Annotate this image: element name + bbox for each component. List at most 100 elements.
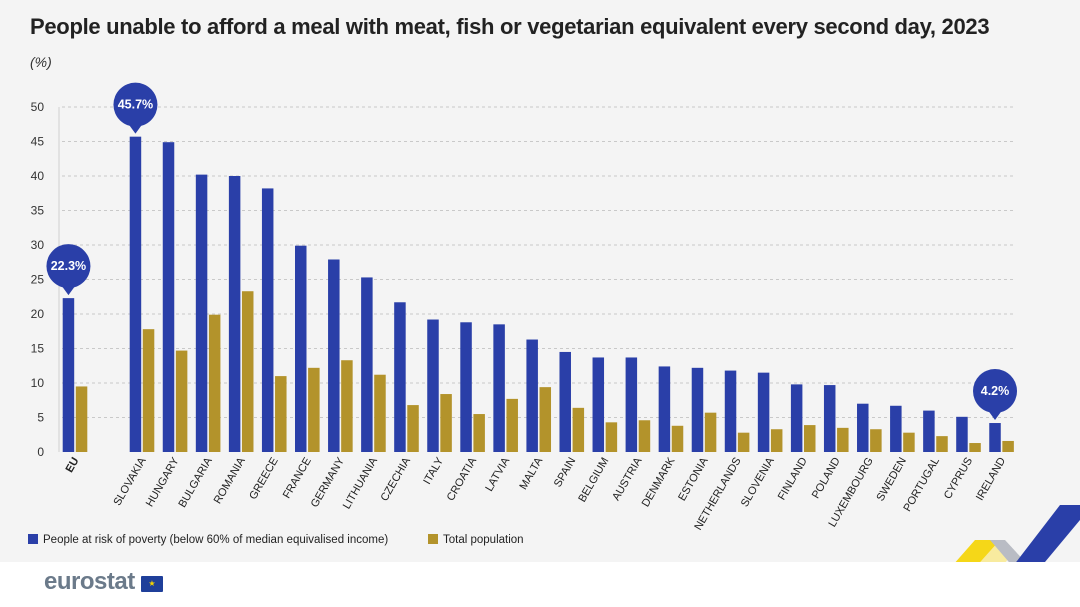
bar-poverty [724, 370, 737, 452]
legend-label: People at risk of poverty (below 60% of … [43, 534, 388, 546]
y-tick-label: 45 [31, 135, 45, 149]
bar-poverty [989, 423, 1001, 452]
bar-poverty [625, 357, 638, 452]
bar-poverty [493, 324, 505, 452]
callout-label: 22.3% [51, 259, 86, 273]
legend-swatch [428, 534, 438, 544]
bar-poverty [592, 357, 605, 452]
callout-label: 4.2% [981, 384, 1010, 398]
callouts: 22.3% 45.7% 4.2% [46, 82, 1018, 421]
bar-poverty [790, 384, 803, 452]
x-tick-label: EU [64, 455, 82, 474]
bar-total [142, 329, 155, 452]
y-tick-label: 25 [31, 273, 45, 287]
bar-total [308, 367, 320, 452]
legend: People at risk of poverty (below 60% of … [28, 534, 524, 546]
grid-lines [58, 106, 1015, 452]
x-tick-label: DENMARK [640, 455, 678, 509]
y-tick-label: 10 [31, 376, 45, 390]
bar-total [539, 387, 552, 452]
bar-poverty [62, 298, 75, 452]
x-tick-label: ITALY [421, 455, 446, 487]
bar-total [440, 394, 452, 452]
x-tick-label: GREECE [247, 456, 281, 502]
bar-total [75, 386, 88, 452]
bar-poverty [757, 372, 770, 452]
value-callout: 4.2% [973, 369, 1018, 421]
bar-total [969, 443, 981, 452]
bar-total [506, 398, 518, 452]
bar-total [341, 360, 353, 452]
x-tick-label: AUSTRIA [610, 455, 645, 503]
bar-total [903, 432, 915, 452]
x-tick-label: IRELAND [974, 455, 1008, 502]
y-axis-ticks: 0 5 10 15 20 25 30 35 40 45 50 [31, 100, 45, 459]
bar-poverty [162, 142, 175, 452]
bar-total [1002, 440, 1014, 452]
legend-swatch [28, 534, 38, 544]
y-tick-label: 0 [37, 445, 44, 459]
x-tick-label: SLOVENIA [739, 455, 777, 509]
x-tick-label: BELGIUM [576, 456, 611, 505]
x-tick-label: PORTUGAL [901, 456, 942, 514]
y-tick-label: 30 [31, 238, 45, 252]
x-tick-label: GERMANY [309, 455, 348, 510]
x-tick-label: SPAIN [552, 455, 579, 489]
legend-item: People at risk of poverty (below 60% of … [28, 534, 388, 546]
x-tick-label: MALTA [517, 455, 545, 492]
x-tick-label: LATVIA [483, 455, 512, 494]
bar-total [804, 425, 816, 452]
bar-total [275, 376, 287, 452]
bar-total [638, 420, 651, 452]
unit-label: (%) [30, 54, 52, 70]
eurostat-logo: eurostat [44, 568, 135, 595]
x-tick-label: SWEDEN [874, 455, 909, 503]
x-tick-label: FINLAND [776, 455, 810, 502]
bar-poverty [228, 176, 241, 452]
bar-poverty [261, 188, 274, 453]
x-tick-label: POLAND [810, 455, 843, 500]
x-tick-label: FRANCE [281, 456, 314, 501]
x-tick-label: BULGARIA [177, 455, 216, 510]
bar-total [605, 422, 618, 452]
bar-total [473, 414, 485, 452]
bar-total [704, 412, 717, 452]
bar-poverty [129, 136, 142, 453]
bar-total [407, 405, 419, 452]
y-tick-label: 50 [31, 100, 45, 114]
bar-poverty [890, 405, 902, 452]
bar-poverty [427, 319, 439, 452]
x-tick-label: ESTONIA [676, 455, 711, 503]
bar-total [870, 429, 882, 452]
x-tick-label: ROMANIA [212, 455, 248, 506]
x-tick-label: CYPRUS [942, 456, 975, 502]
bar-total [572, 407, 585, 452]
y-tick-label: 5 [37, 411, 44, 425]
callout-label: 45.7% [118, 98, 153, 112]
bar-poverty [691, 367, 704, 452]
bar-total [770, 429, 783, 452]
chart-title: People unable to afford a meal with meat… [30, 14, 990, 39]
bar-total [374, 374, 386, 452]
legend-item: Total population [428, 534, 524, 546]
decor-blue-stripe [1010, 505, 1080, 580]
bar-total [208, 314, 221, 452]
x-tick-label: CZECHIA [379, 455, 414, 503]
value-callout: 22.3% [46, 244, 91, 296]
bar-poverty [394, 302, 406, 452]
bar-poverty [559, 351, 571, 452]
y-tick-label: 35 [31, 204, 45, 218]
value-callout: 45.7% [113, 82, 158, 134]
footer [0, 562, 1080, 607]
x-tick-label: LITHUANIA [341, 455, 380, 511]
bar-total [175, 350, 188, 452]
y-tick-label: 40 [31, 169, 45, 183]
legend-label: Total population [443, 534, 524, 546]
bar-total [671, 425, 684, 452]
bar-poverty [956, 416, 968, 452]
bar-poverty [295, 245, 307, 452]
x-tick-label: CROATIA [445, 455, 480, 503]
bar-poverty [823, 385, 836, 452]
